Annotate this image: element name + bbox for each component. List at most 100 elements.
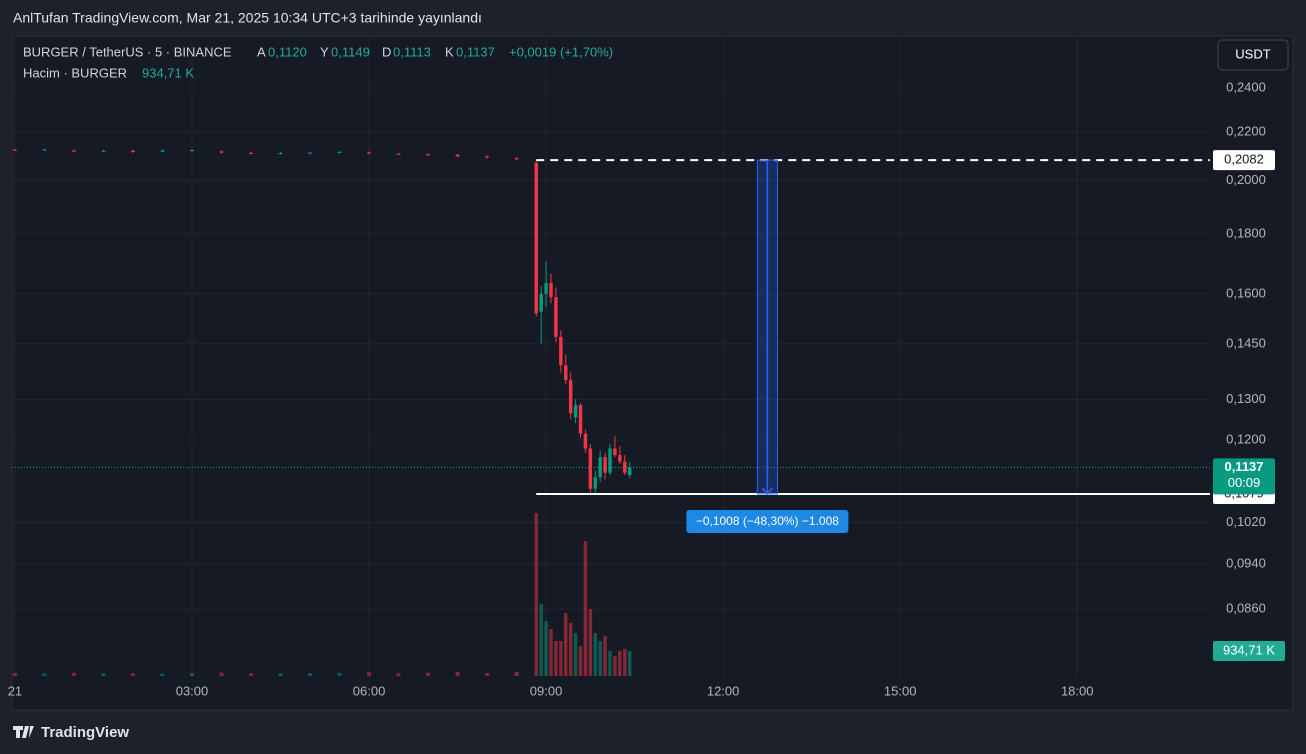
candle-body bbox=[627, 467, 632, 476]
y-tick-label: 0,1800 bbox=[1226, 225, 1266, 240]
volume-bar bbox=[367, 672, 372, 676]
candle-body bbox=[564, 365, 568, 381]
volume-bar bbox=[396, 673, 401, 676]
y-tick-label: 0,1020 bbox=[1226, 514, 1266, 529]
legend-key: K bbox=[445, 44, 454, 59]
volume-bar bbox=[544, 621, 548, 676]
volume-bar bbox=[278, 673, 283, 676]
y-tick-label: 0,1300 bbox=[1226, 391, 1266, 406]
volume-bar bbox=[559, 640, 563, 676]
level-label-bg bbox=[1213, 150, 1275, 171]
candle-body bbox=[588, 448, 593, 489]
legend-key: Y bbox=[320, 44, 329, 59]
measure-label: −0,1008 (−48,30%) −1.008 bbox=[696, 514, 839, 528]
volume-bar bbox=[485, 673, 490, 676]
published-title: AnlTufan TradingView.com, Mar 21, 2025 1… bbox=[13, 10, 482, 26]
volume-bar bbox=[219, 672, 224, 676]
volume-bar bbox=[568, 622, 573, 676]
candle-body bbox=[583, 433, 588, 449]
x-tick-label: 21 bbox=[8, 683, 22, 698]
legend-value: 0,1137 bbox=[456, 44, 495, 59]
volume-bar bbox=[603, 635, 607, 676]
volume-legend-name: Hacim · BURGER bbox=[23, 65, 127, 80]
currency-label[interactable]: USDT bbox=[1235, 46, 1270, 61]
candle-body bbox=[71, 150, 76, 152]
candle-body bbox=[539, 293, 543, 312]
volume-bar bbox=[573, 632, 578, 676]
legend-key: A bbox=[257, 44, 266, 59]
volume-bar bbox=[101, 673, 106, 676]
volume-bar bbox=[160, 673, 165, 676]
change: +0,0019 (+1,70%) bbox=[509, 44, 613, 59]
legend-value: 0,1149 bbox=[331, 44, 370, 59]
volume-label-bg bbox=[1213, 641, 1285, 662]
volume-bar bbox=[534, 513, 538, 676]
candle-body bbox=[249, 152, 254, 154]
candle-body bbox=[396, 153, 401, 155]
volume-bar bbox=[613, 655, 617, 676]
last-price-label: 0,1137 bbox=[1224, 459, 1263, 474]
volume-bar bbox=[514, 671, 519, 676]
volume-bar bbox=[337, 672, 342, 676]
candle-body bbox=[101, 150, 106, 152]
candle-body bbox=[130, 150, 135, 152]
volume-bar bbox=[593, 632, 597, 676]
logo-icon bbox=[13, 726, 34, 738]
candle-body bbox=[544, 282, 548, 294]
currency-button[interactable] bbox=[1217, 39, 1289, 71]
candle-body bbox=[278, 153, 283, 155]
volume-label: 934,71 K bbox=[1223, 642, 1275, 657]
volume-bar bbox=[308, 673, 313, 676]
volume-bar bbox=[578, 645, 583, 676]
y-tick-label: 0,1200 bbox=[1226, 431, 1266, 446]
volume-bar bbox=[618, 650, 622, 676]
candle-body bbox=[189, 149, 194, 151]
candle-body bbox=[514, 158, 519, 160]
volume-bar bbox=[455, 671, 460, 676]
candle-body bbox=[568, 380, 573, 414]
volume-bar bbox=[426, 672, 431, 676]
volume-bar bbox=[588, 609, 593, 676]
candle-body bbox=[593, 477, 597, 489]
candle-body bbox=[618, 455, 622, 462]
candle-body bbox=[534, 163, 538, 314]
x-tick-label: 06:00 bbox=[353, 683, 386, 698]
candle-body bbox=[337, 151, 342, 153]
candle-body bbox=[603, 457, 607, 473]
candle-body bbox=[219, 151, 224, 153]
candle-body bbox=[308, 152, 313, 154]
candle-body bbox=[613, 448, 617, 456]
volume-bar bbox=[564, 612, 568, 676]
volume-bar bbox=[598, 640, 602, 676]
candle-body bbox=[608, 448, 612, 473]
volume-bar bbox=[627, 651, 632, 676]
y-tick-label: 0,0940 bbox=[1226, 555, 1266, 570]
candle-body bbox=[554, 297, 558, 337]
candle-body bbox=[42, 149, 47, 151]
volume-bar bbox=[608, 650, 612, 676]
candle-body bbox=[485, 156, 490, 158]
volume-bar bbox=[583, 541, 588, 676]
plot-area bbox=[12, 38, 1210, 678]
candle-body bbox=[367, 152, 372, 154]
countdown: 00:09 bbox=[1228, 475, 1261, 490]
level-label: 0,2082 bbox=[1224, 152, 1264, 167]
volume-bar bbox=[42, 673, 47, 676]
volume-bar bbox=[12, 673, 17, 676]
candle-body bbox=[455, 154, 460, 157]
volume-bar bbox=[249, 673, 254, 676]
legend-value: 0,1113 bbox=[393, 44, 431, 59]
x-tick-label: 12:00 bbox=[707, 683, 740, 698]
x-tick-label: 15:00 bbox=[884, 683, 917, 698]
legend-value: 0,1120 bbox=[268, 44, 307, 59]
symbol: BURGER / TetherUS · 5 · BINANCE bbox=[23, 44, 232, 59]
candle-body bbox=[426, 154, 431, 156]
logo bbox=[13, 726, 34, 738]
candle-body bbox=[559, 336, 563, 366]
candle-body bbox=[549, 282, 553, 298]
y-tick-label: 0,1450 bbox=[1226, 335, 1266, 350]
volume-bar bbox=[554, 640, 558, 676]
x-tick-label: 18:00 bbox=[1061, 683, 1094, 698]
candle-body bbox=[573, 405, 578, 418]
